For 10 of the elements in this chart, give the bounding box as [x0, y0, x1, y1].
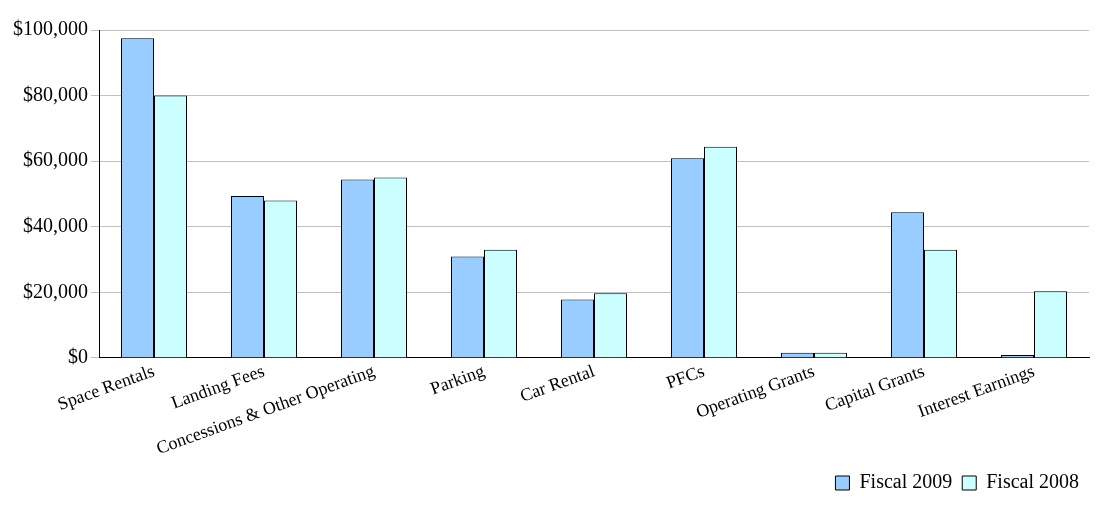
x-tick-label: Parking: [427, 360, 487, 399]
y-tick-label: $40,000: [23, 213, 88, 236]
y-tick-label: $20,000: [23, 279, 88, 302]
y-tick-label: $100,000: [13, 17, 88, 40]
legend-label: Fiscal 2009: [859, 470, 953, 493]
y-tick-label: $0: [68, 345, 88, 368]
y-tick-label: $80,000: [23, 82, 88, 105]
y-tick-label: $60,000: [23, 148, 88, 171]
legend-label: Fiscal 2008: [986, 470, 1080, 493]
x-tick-label: Car Rental: [517, 360, 597, 406]
